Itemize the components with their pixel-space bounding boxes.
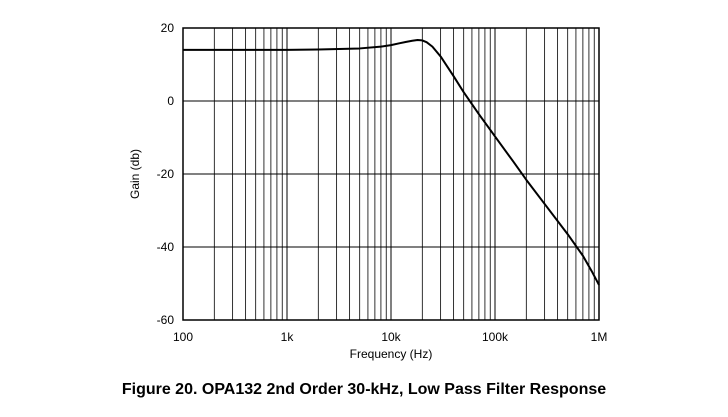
x-tick-label: 100k <box>482 330 509 344</box>
y-tick-label: -60 <box>157 313 175 327</box>
x-tick-label: 1M <box>591 330 608 344</box>
x-tick-label: 10k <box>381 330 401 344</box>
x-tick-label: 1k <box>281 330 295 344</box>
y-axis-label: Gain (db) <box>128 149 142 199</box>
y-tick-label: 20 <box>161 21 175 35</box>
curve-layer <box>183 39 600 286</box>
plot-frame <box>182 27 600 321</box>
y-tick-label: 0 <box>167 94 174 108</box>
y-tick-label: -40 <box>157 240 175 254</box>
x-axis-label: Frequency (Hz) <box>350 347 433 361</box>
x-tick-label: 100 <box>173 330 193 344</box>
figure-caption: Figure 20. OPA132 2nd Order 30-kHz, Low … <box>121 381 607 398</box>
low-pass-filter-chart: 100 1k 10k 100k 1M 20 0 -20 -40 -60 Frequency (H… <box>128 21 607 361</box>
grid <box>182 27 599 321</box>
y-tick-labels: 20 0 -20 -40 -60 <box>157 21 175 327</box>
y-tick-label: -20 <box>157 167 175 181</box>
x-tick-labels: 100 1k 10k 100k 1M <box>173 330 607 344</box>
gain-curve <box>183 39 600 286</box>
